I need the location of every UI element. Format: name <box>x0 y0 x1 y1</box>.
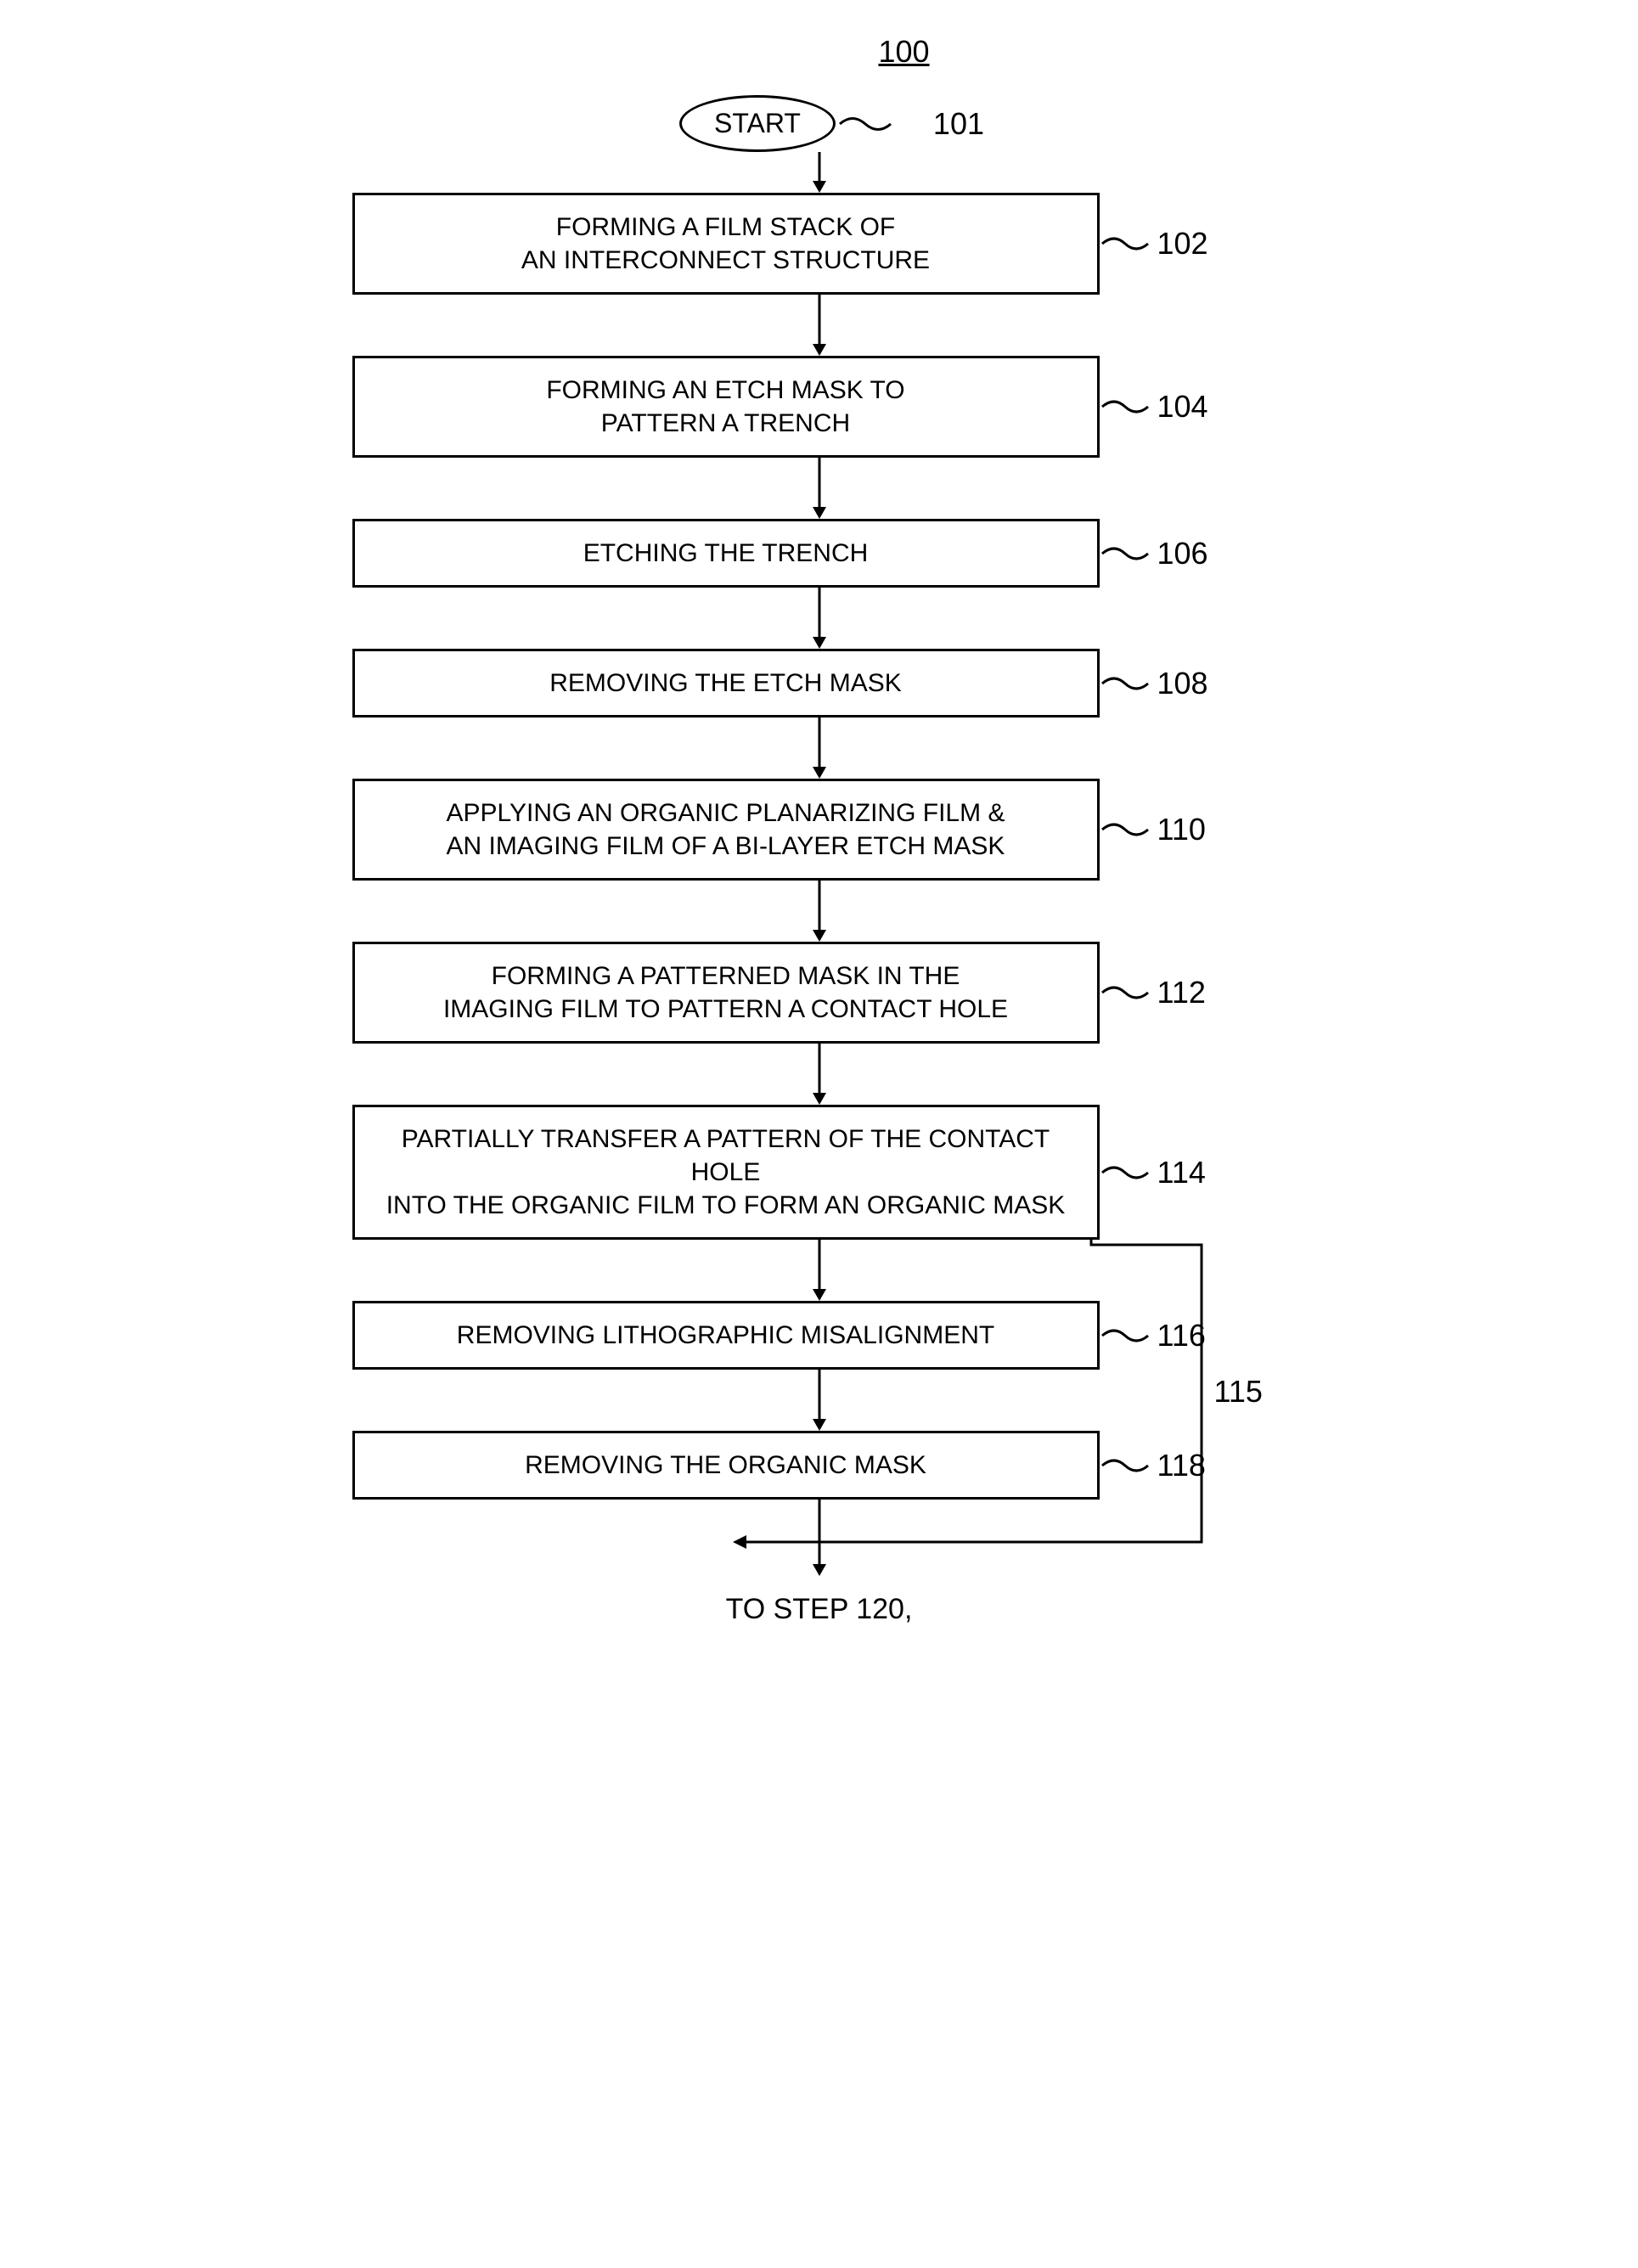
flowchart-container: 100 START 101 FORMING A FILM STACK OFAN … <box>352 34 1286 1626</box>
step-ref-label: 116 <box>1157 1318 1206 1353</box>
arrow-connector <box>446 1240 1193 1301</box>
process-box: APPLYING AN ORGANIC PLANARIZING FILM &AN… <box>352 779 1100 881</box>
continuation-label: TO STEP 120, <box>352 1593 1286 1626</box>
start-ref-label: 101 <box>933 106 984 142</box>
step-ref-wrap: 114 <box>1100 1155 1206 1190</box>
step-row: ETCHING THE TRENCH 106 <box>352 519 1286 588</box>
process-box: FORMING A PATTERNED MASK IN THEIMAGING F… <box>352 942 1100 1044</box>
step-row: FORMING A FILM STACK OFAN INTERCONNECT S… <box>352 193 1286 295</box>
leader-line <box>1100 394 1151 419</box>
step-row: FORMING AN ETCH MASK TOPATTERN A TRENCH 1… <box>352 356 1286 458</box>
step-ref-wrap: 104 <box>1100 389 1208 425</box>
step-ref-wrap: 112 <box>1100 975 1206 1010</box>
step-ref-label: 114 <box>1157 1155 1206 1190</box>
step-ref-label: 118 <box>1157 1448 1206 1483</box>
leader-line <box>1100 671 1151 696</box>
start-leader-line <box>836 111 895 137</box>
process-box: FORMING A FILM STACK OFAN INTERCONNECT S… <box>352 193 1100 295</box>
arrow-connector-final <box>446 1500 1193 1576</box>
step-ref-wrap: 106 <box>1100 536 1208 571</box>
process-box: PARTIALLY TRANSFER A PATTERN OF THE CONT… <box>352 1105 1100 1240</box>
process-box: ETCHING THE TRENCH <box>352 519 1100 588</box>
diagram-id: 100 <box>352 34 1286 70</box>
bypass-ref-label: 115 <box>1214 1374 1263 1410</box>
leader-line <box>1100 1160 1151 1185</box>
process-box: FORMING AN ETCH MASK TOPATTERN A TRENCH <box>352 356 1100 458</box>
step-ref-wrap: 118 <box>1100 1448 1206 1483</box>
step-row: REMOVING THE ORGANIC MASK 118 <box>352 1431 1286 1500</box>
arrow-connector <box>446 1370 1193 1431</box>
arrow-connector <box>446 881 1193 942</box>
process-box: REMOVING THE ORGANIC MASK <box>352 1431 1100 1500</box>
step-ref-label: 112 <box>1157 975 1206 1010</box>
leader-line <box>1100 1453 1151 1478</box>
arrow-connector <box>446 295 1193 356</box>
step-row: FORMING A PATTERNED MASK IN THEIMAGING F… <box>352 942 1286 1044</box>
leader-line <box>1100 1323 1151 1348</box>
arrow-connector <box>446 458 1193 519</box>
step-ref-wrap: 102 <box>1100 226 1208 262</box>
step-ref-label: 104 <box>1157 389 1208 425</box>
process-box: REMOVING THE ETCH MASK <box>352 649 1100 718</box>
arrow-connector <box>446 718 1193 779</box>
step-ref-wrap: 110 <box>1100 812 1206 847</box>
leader-line <box>1100 541 1151 566</box>
step-ref-label: 108 <box>1157 666 1208 701</box>
leader-line <box>1100 231 1151 256</box>
leader-line <box>1100 817 1151 842</box>
start-row: START 101 <box>352 95 1286 152</box>
step-row: REMOVING LITHOGRAPHIC MISALIGNMENT 116 <box>352 1301 1286 1370</box>
step-ref-label: 102 <box>1157 226 1208 262</box>
arrow-connector <box>446 1044 1193 1105</box>
arrow-connector <box>446 152 1193 193</box>
start-terminal: START <box>679 95 836 152</box>
step-row: PARTIALLY TRANSFER A PATTERN OF THE CONT… <box>352 1105 1286 1240</box>
step-row: REMOVING THE ETCH MASK 108 <box>352 649 1286 718</box>
step-ref-label: 110 <box>1157 812 1206 847</box>
step-ref-wrap: 108 <box>1100 666 1208 701</box>
arrow-connector <box>446 588 1193 649</box>
step-row: APPLYING AN ORGANIC PLANARIZING FILM &AN… <box>352 779 1286 881</box>
leader-line <box>1100 980 1151 1005</box>
step-ref-label: 106 <box>1157 536 1208 571</box>
step-ref-wrap: 116 <box>1100 1318 1206 1353</box>
process-box: REMOVING LITHOGRAPHIC MISALIGNMENT <box>352 1301 1100 1370</box>
